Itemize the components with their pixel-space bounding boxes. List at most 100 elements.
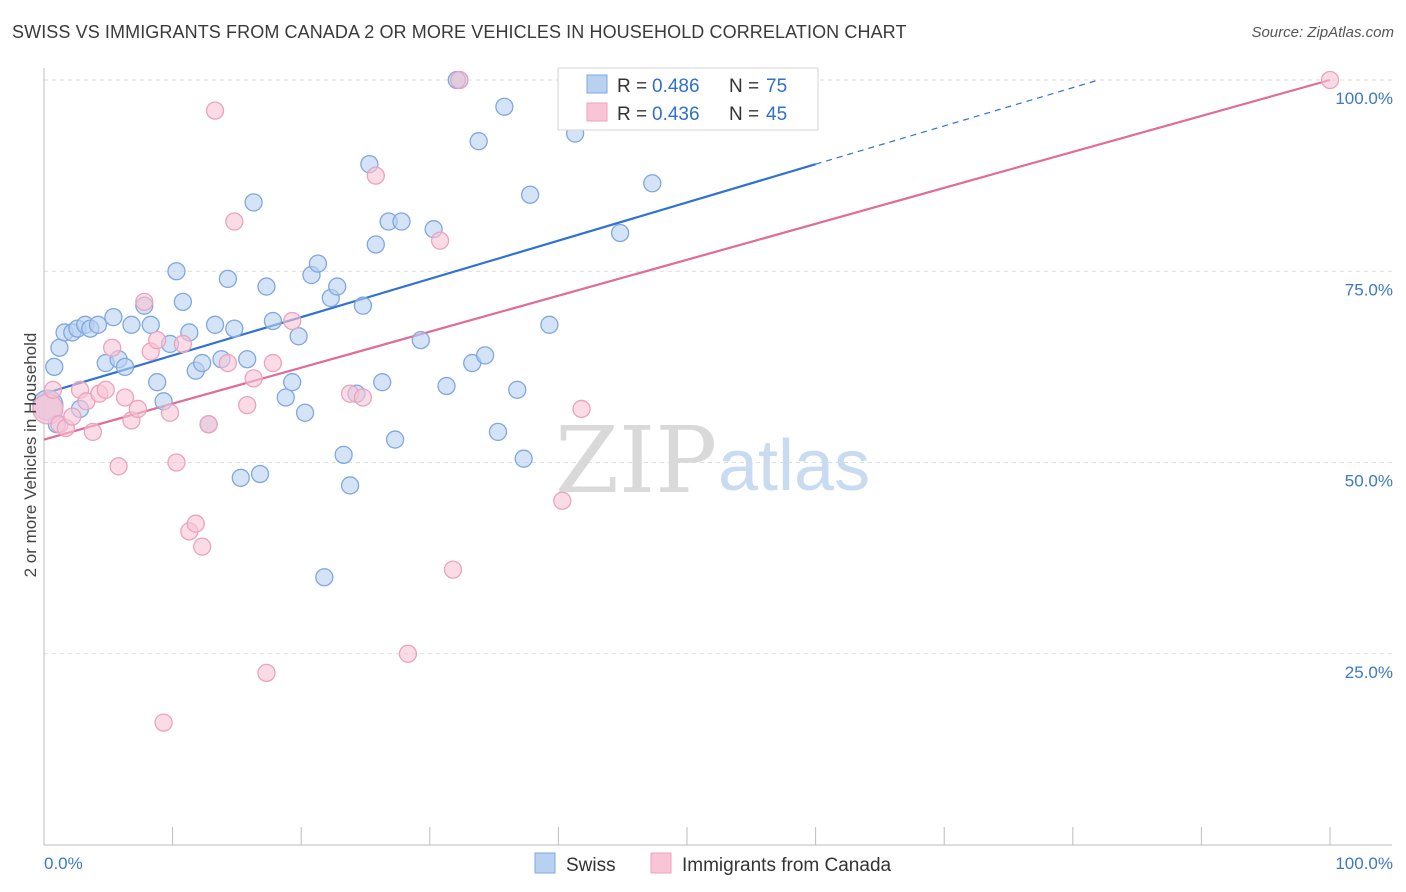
swiss-point-36 (283, 373, 302, 392)
canada-point-33 (283, 311, 302, 331)
canada-r-label: R = (617, 104, 647, 125)
canada-point-12 (115, 388, 135, 407)
canada-point-44 (1320, 70, 1340, 90)
swiss-point-38 (295, 403, 315, 422)
canada-point-9 (96, 380, 115, 399)
canada-point-15 (135, 292, 154, 312)
swiss-point-69 (610, 223, 630, 243)
chart-title: SWISS VS IMMIGRANTS FROM CANADA 2 OR MOR… (12, 22, 907, 42)
swiss-point-28 (225, 319, 244, 338)
y-axis-label: 2 or more Vehicles in Household (21, 333, 40, 578)
watermark-atlas: atlas (718, 426, 870, 506)
swiss-point-40 (308, 254, 328, 273)
swiss-point-43 (328, 277, 347, 296)
swiss-point-62 (495, 97, 514, 116)
swiss-point-30 (238, 350, 257, 369)
swiss-n-label: N = (729, 76, 759, 97)
legend-label-swiss: Swiss (566, 855, 616, 876)
swiss-point-37 (289, 327, 308, 346)
y-tick-labels: 25.0% 50.0% 75.0% 100.0% (1335, 89, 1393, 682)
swiss-point-15 (141, 315, 160, 334)
swiss-stats-swatch (586, 74, 608, 94)
x-tick-label-0: 0.0% (44, 854, 83, 873)
canada-point-7 (83, 422, 103, 442)
swiss-point-13 (122, 315, 141, 334)
grid-lines (44, 79, 1392, 655)
swiss-point-32 (250, 464, 270, 484)
swiss-r-value: 0.486 (652, 76, 700, 97)
swiss-point-29 (231, 468, 250, 487)
canada-point-42 (572, 399, 591, 419)
swiss-point-20 (173, 292, 193, 312)
swiss-point-41 (315, 568, 334, 587)
canada-point-1 (43, 380, 63, 399)
swiss-point-65 (520, 185, 540, 204)
canada-point-39 (443, 560, 463, 579)
canada-point-35 (353, 388, 373, 407)
canada-point-26 (205, 101, 225, 120)
canada-point-4 (63, 407, 82, 426)
y-tick-label-1: 50.0% (1345, 472, 1393, 491)
swiss-point-70 (643, 174, 662, 193)
swiss-n-value: 75 (766, 76, 787, 97)
axes (43, 68, 1392, 846)
y-tick-label-0: 25.0% (1345, 663, 1393, 682)
canada-point-28 (225, 212, 244, 231)
x-tick-label-1: 100.0% (1335, 854, 1393, 873)
trend-line-canada (43, 78, 1331, 441)
legend-label-canada: Immigrants from Canada (682, 855, 892, 876)
stats-legend: R = 0.486 N = 75 R = 0.436 N = 45 (557, 67, 819, 131)
swiss-point-47 (353, 296, 373, 315)
chart-source: Source: ZipAtlas.com (1251, 24, 1394, 41)
canada-r-value: 0.436 (652, 104, 700, 125)
canada-point-29 (238, 395, 257, 415)
swiss-point-19 (167, 262, 186, 281)
swiss-point-16 (148, 373, 167, 392)
swiss-r-label: R = (617, 76, 647, 97)
canada-point-31 (257, 663, 276, 683)
swiss-point-2 (50, 338, 69, 357)
canada-point-10 (103, 338, 122, 357)
canada-point-38 (430, 231, 450, 250)
swiss-point-31 (244, 193, 263, 212)
data-points (32, 70, 1340, 732)
x-tick-labels: 0.0% 100.0% (44, 854, 1393, 873)
swiss-point-10 (104, 307, 123, 327)
swiss-point-34 (263, 311, 283, 331)
swiss-point-35 (276, 388, 295, 407)
canada-point-36 (366, 166, 385, 185)
trend-line-swiss (43, 163, 816, 395)
swiss-point-64 (514, 449, 533, 468)
swiss-point-61 (488, 422, 508, 442)
canada-point-24 (193, 537, 212, 556)
trend-line-swiss-extension (815, 79, 1099, 165)
y-tick-label-3: 100.0% (1335, 89, 1393, 108)
swiss-point-23 (193, 353, 212, 373)
legend-swatch-swiss (534, 852, 556, 874)
canada-n-label: N = (729, 104, 759, 125)
swiss-point-53 (392, 212, 411, 231)
swiss-point-33 (257, 277, 276, 296)
trend-lines (43, 78, 1331, 441)
canada-point-27 (218, 353, 238, 373)
canada-point-21 (173, 334, 193, 354)
swiss-point-50 (373, 373, 392, 392)
canada-point-19 (160, 403, 180, 422)
swiss-point-60 (475, 346, 495, 365)
swiss-point-27 (218, 269, 238, 289)
swiss-point-52 (385, 430, 405, 449)
canada-stats-swatch (586, 102, 608, 122)
swiss-point-66 (540, 315, 559, 334)
canada-point-40 (450, 70, 469, 90)
swiss-point-12 (115, 357, 135, 377)
watermark-zip: ZIP (555, 407, 717, 514)
swiss-point-59 (469, 132, 488, 151)
swiss-point-49 (366, 235, 385, 254)
canada-point-20 (167, 453, 186, 472)
canada-point-37 (398, 644, 418, 663)
swiss-point-45 (340, 476, 360, 495)
canada-point-11 (109, 457, 128, 476)
swiss-point-56 (437, 376, 456, 396)
watermark: ZIP atlas (555, 407, 870, 514)
